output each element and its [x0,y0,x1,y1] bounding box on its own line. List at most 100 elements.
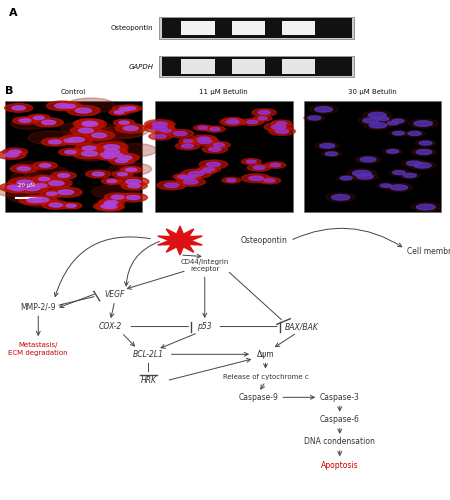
Circle shape [383,148,402,154]
FancyArrowPatch shape [293,228,402,247]
Circle shape [208,142,230,148]
Circle shape [308,116,321,120]
Circle shape [35,184,47,188]
Circle shape [126,168,135,172]
Circle shape [253,166,265,170]
Circle shape [409,161,436,170]
Circle shape [116,159,128,162]
Circle shape [332,194,350,200]
Circle shape [207,162,220,166]
Circle shape [11,118,47,130]
Circle shape [208,148,221,152]
Text: Control: Control [60,89,86,95]
Circle shape [111,154,139,162]
Circle shape [387,122,398,125]
Circle shape [104,151,130,159]
Circle shape [118,156,132,160]
Circle shape [242,158,261,164]
Circle shape [58,148,82,156]
Circle shape [152,122,167,126]
Circle shape [228,119,238,122]
Circle shape [17,180,33,185]
Circle shape [100,153,112,156]
Circle shape [112,105,138,113]
Circle shape [357,174,373,179]
Circle shape [104,155,114,158]
Circle shape [99,200,121,207]
Bar [282,60,315,74]
Circle shape [149,133,172,140]
Circle shape [105,200,118,204]
Circle shape [92,172,104,176]
Circle shape [110,153,123,157]
Circle shape [84,130,115,140]
Circle shape [271,124,286,129]
Circle shape [352,170,371,176]
Circle shape [27,114,50,121]
Circle shape [404,130,425,136]
Circle shape [121,182,147,190]
Circle shape [117,177,149,186]
Circle shape [264,122,293,132]
Circle shape [26,195,57,204]
Circle shape [181,169,211,178]
Circle shape [76,119,104,128]
Circle shape [204,168,215,171]
Circle shape [101,204,114,208]
Circle shape [189,172,204,176]
Circle shape [128,184,140,188]
Circle shape [199,160,228,168]
Bar [159,56,355,78]
Circle shape [0,150,26,160]
Circle shape [363,110,392,120]
Circle shape [0,183,29,192]
Circle shape [360,157,376,162]
Circle shape [145,124,175,133]
Circle shape [161,129,171,132]
Circle shape [60,134,93,144]
Circle shape [368,112,386,118]
Circle shape [156,128,176,134]
Circle shape [155,134,166,138]
Circle shape [4,153,18,157]
Bar [181,21,215,35]
Circle shape [340,176,352,180]
Circle shape [58,190,74,194]
Circle shape [33,116,44,119]
Bar [4,102,142,212]
Bar [162,18,351,38]
Circle shape [3,148,27,156]
Circle shape [28,182,54,190]
Text: VEGF: VEGF [104,290,125,299]
Circle shape [54,104,70,108]
Circle shape [315,106,333,112]
Circle shape [34,198,49,202]
Circle shape [67,106,100,116]
Circle shape [271,120,292,126]
Circle shape [220,118,245,126]
Circle shape [11,172,45,182]
Circle shape [194,125,212,130]
Circle shape [40,190,63,197]
Circle shape [73,150,108,161]
Circle shape [191,137,219,145]
Circle shape [384,120,401,126]
Circle shape [104,202,115,205]
Circle shape [76,108,91,113]
Circle shape [99,123,148,138]
Circle shape [241,118,263,126]
Circle shape [113,120,135,126]
Circle shape [28,131,73,144]
Circle shape [0,186,29,196]
Circle shape [22,196,61,207]
Circle shape [75,144,104,152]
Circle shape [127,168,137,171]
Text: COX-2: COX-2 [99,322,122,331]
Circle shape [176,178,205,186]
Circle shape [411,148,437,156]
Circle shape [95,142,128,152]
Circle shape [389,170,409,175]
Circle shape [393,132,405,135]
Bar [162,57,351,76]
Circle shape [408,132,421,136]
